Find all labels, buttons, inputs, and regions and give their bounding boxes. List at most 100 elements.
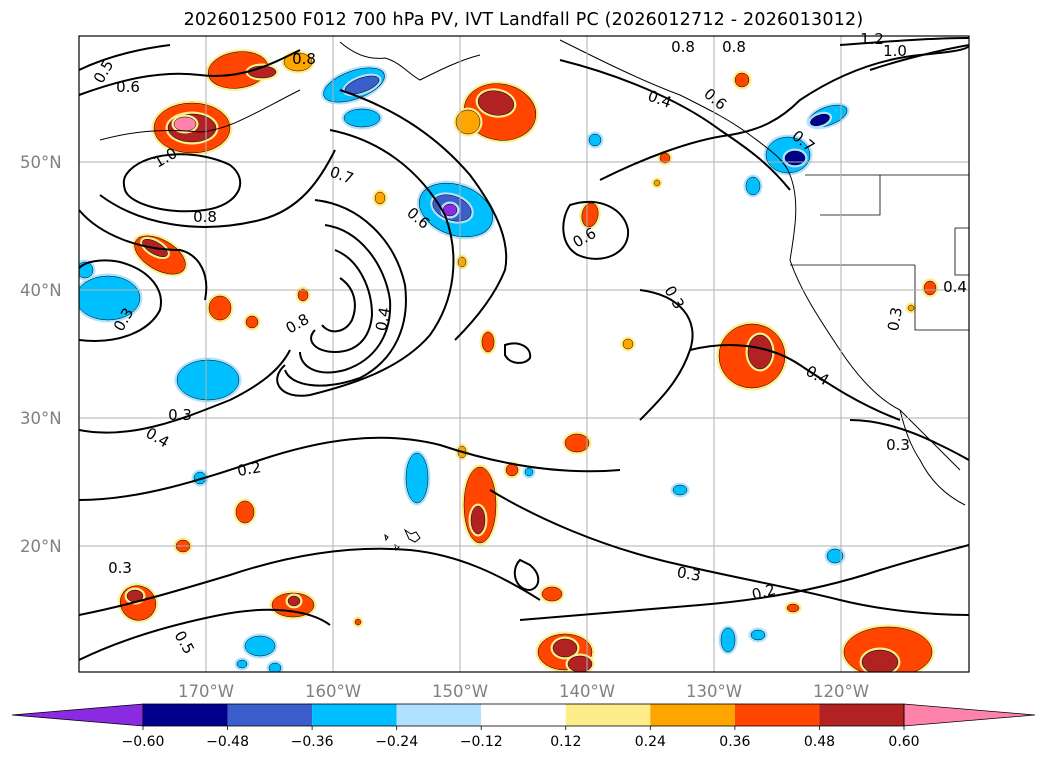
pc-anomaly-blob xyxy=(244,635,276,657)
pc-anomaly-blob xyxy=(861,649,899,672)
lon-label: 130°W xyxy=(686,682,742,701)
pc-anomaly-blob xyxy=(734,72,750,88)
pc-anomaly-blob xyxy=(672,484,688,496)
pc-anomaly-blob xyxy=(784,150,806,166)
colorbar-tick-label: −0.24 xyxy=(375,734,418,750)
contour-0.4-west xyxy=(79,259,162,342)
border-nv-az xyxy=(914,265,969,331)
contour-label: 0.6 xyxy=(116,78,140,96)
pc-anomaly-blob xyxy=(236,659,248,669)
pc-anomaly-blob xyxy=(747,334,773,370)
pc-anomaly-blob xyxy=(564,433,590,453)
pc-anomaly-blob xyxy=(457,256,467,268)
lon-label: 120°W xyxy=(813,682,869,701)
aleutian-chain xyxy=(99,89,301,141)
contour-label: 0.3 xyxy=(884,306,906,333)
contour-label: 0.8 xyxy=(671,38,695,56)
contour-label: 0.5 xyxy=(171,628,199,658)
contour-label: 1.0 xyxy=(883,42,907,60)
alaska-coast xyxy=(339,41,481,81)
contour-0.8b xyxy=(299,224,392,374)
colorbar-tick-label: 0.60 xyxy=(888,734,919,750)
pc-anomaly-blob xyxy=(581,202,599,228)
contour-0.3-west xyxy=(79,209,208,301)
figure-title: 2026012500 F012 700 hPa PV, IVT Landfall… xyxy=(183,10,864,30)
contour-1.2-ne xyxy=(839,37,969,46)
contour-0.8c xyxy=(310,249,374,354)
pc-anomaly-blob xyxy=(588,133,602,147)
colorbar-swatch xyxy=(396,704,482,726)
contour-label: 0.3 xyxy=(108,559,132,577)
pc-filled-contours xyxy=(79,49,939,672)
pc-anomaly-blob xyxy=(297,288,309,302)
pc-anomaly-blob xyxy=(524,467,534,477)
lat-label: 50°N xyxy=(20,153,62,172)
contour-0.5-nw xyxy=(79,44,171,71)
lon-label: 150°W xyxy=(432,682,488,701)
contour-0.4-north xyxy=(559,59,791,191)
contour-label: 0.2 xyxy=(236,458,263,480)
contour-label: 0.5 xyxy=(90,57,118,87)
colorbar-swatch xyxy=(565,704,651,726)
contour-0.6 xyxy=(339,89,508,341)
colorbar-extend-max xyxy=(903,703,1036,727)
colorbar-tick-label: 0.12 xyxy=(550,734,581,750)
lon-label: 140°W xyxy=(559,682,615,701)
colorbar-tick-label: −0.12 xyxy=(460,734,503,750)
colorbar-swatch xyxy=(143,704,228,726)
contour-label: 1.2 xyxy=(860,30,884,48)
latitude-labels: 50°N 40°N 30°N 20°N xyxy=(20,153,62,556)
pv-contours xyxy=(79,37,969,661)
pc-anomaly-blob xyxy=(810,113,830,127)
colorbar-tick-label: 0.36 xyxy=(719,734,750,750)
colorbar-swatch xyxy=(481,704,566,726)
pc-anomaly-blob xyxy=(541,586,563,602)
contour-1.0-ring xyxy=(122,153,242,213)
coastlines xyxy=(99,39,966,552)
contour-1.0-ne xyxy=(869,44,969,71)
map-frame xyxy=(78,35,970,673)
pc-anomaly-blob xyxy=(477,90,515,116)
contour-label: 0.3 xyxy=(676,563,703,585)
pc-anomaly-blob xyxy=(826,548,844,564)
contour-0.8-west xyxy=(99,149,336,228)
contour-0.4-east xyxy=(689,344,901,421)
colorbar-tick-label: −0.36 xyxy=(291,734,334,750)
contour-0.7 xyxy=(276,129,455,397)
colorbar-swatch xyxy=(819,704,904,726)
colorbar-swatch xyxy=(312,704,397,726)
contour-0.8d xyxy=(321,277,356,333)
contour-label: 0.7 xyxy=(327,163,356,188)
pc-anomaly-blob xyxy=(745,176,761,196)
contour-label: 0.3 xyxy=(886,436,910,454)
pc-anomaly-blob xyxy=(283,52,313,72)
pc-anomaly-blob xyxy=(173,116,197,132)
pc-anomaly-blob xyxy=(405,452,429,504)
contour-0.2-a xyxy=(79,436,621,501)
pc-anomaly-blob xyxy=(268,662,282,672)
colorbar-tick-label: 0.48 xyxy=(804,734,835,750)
contour-0.3-south xyxy=(79,547,541,616)
lat-label: 30°N xyxy=(20,409,62,428)
pc-anomaly-blob xyxy=(354,618,362,626)
pc-anomaly-blob xyxy=(245,315,259,329)
contour-0.6-closed xyxy=(562,200,630,260)
border-wa-or-id xyxy=(820,175,881,216)
pc-anomaly-blob xyxy=(907,304,915,312)
contour-label: 0.4 xyxy=(803,362,833,390)
pc-anomaly-blob xyxy=(176,359,240,401)
contour-label: 0.3 xyxy=(661,283,689,313)
colorbar-swatch xyxy=(650,704,735,726)
contour-0.3-central xyxy=(639,289,694,421)
contour-0.6-nw xyxy=(79,49,301,96)
colorbar-tick-label: −0.60 xyxy=(122,734,165,750)
pc-anomaly-blob xyxy=(470,505,486,535)
lat-label: 40°N xyxy=(20,281,62,300)
state-borders xyxy=(790,174,969,331)
pc-anomaly-blob xyxy=(505,463,519,477)
colorbar-swatch xyxy=(227,704,313,726)
pc-anomaly-blob xyxy=(720,627,736,653)
colorbar-swatch xyxy=(734,704,820,726)
pc-anomaly-blob xyxy=(567,655,593,672)
pc-anomaly-blob xyxy=(455,109,481,135)
